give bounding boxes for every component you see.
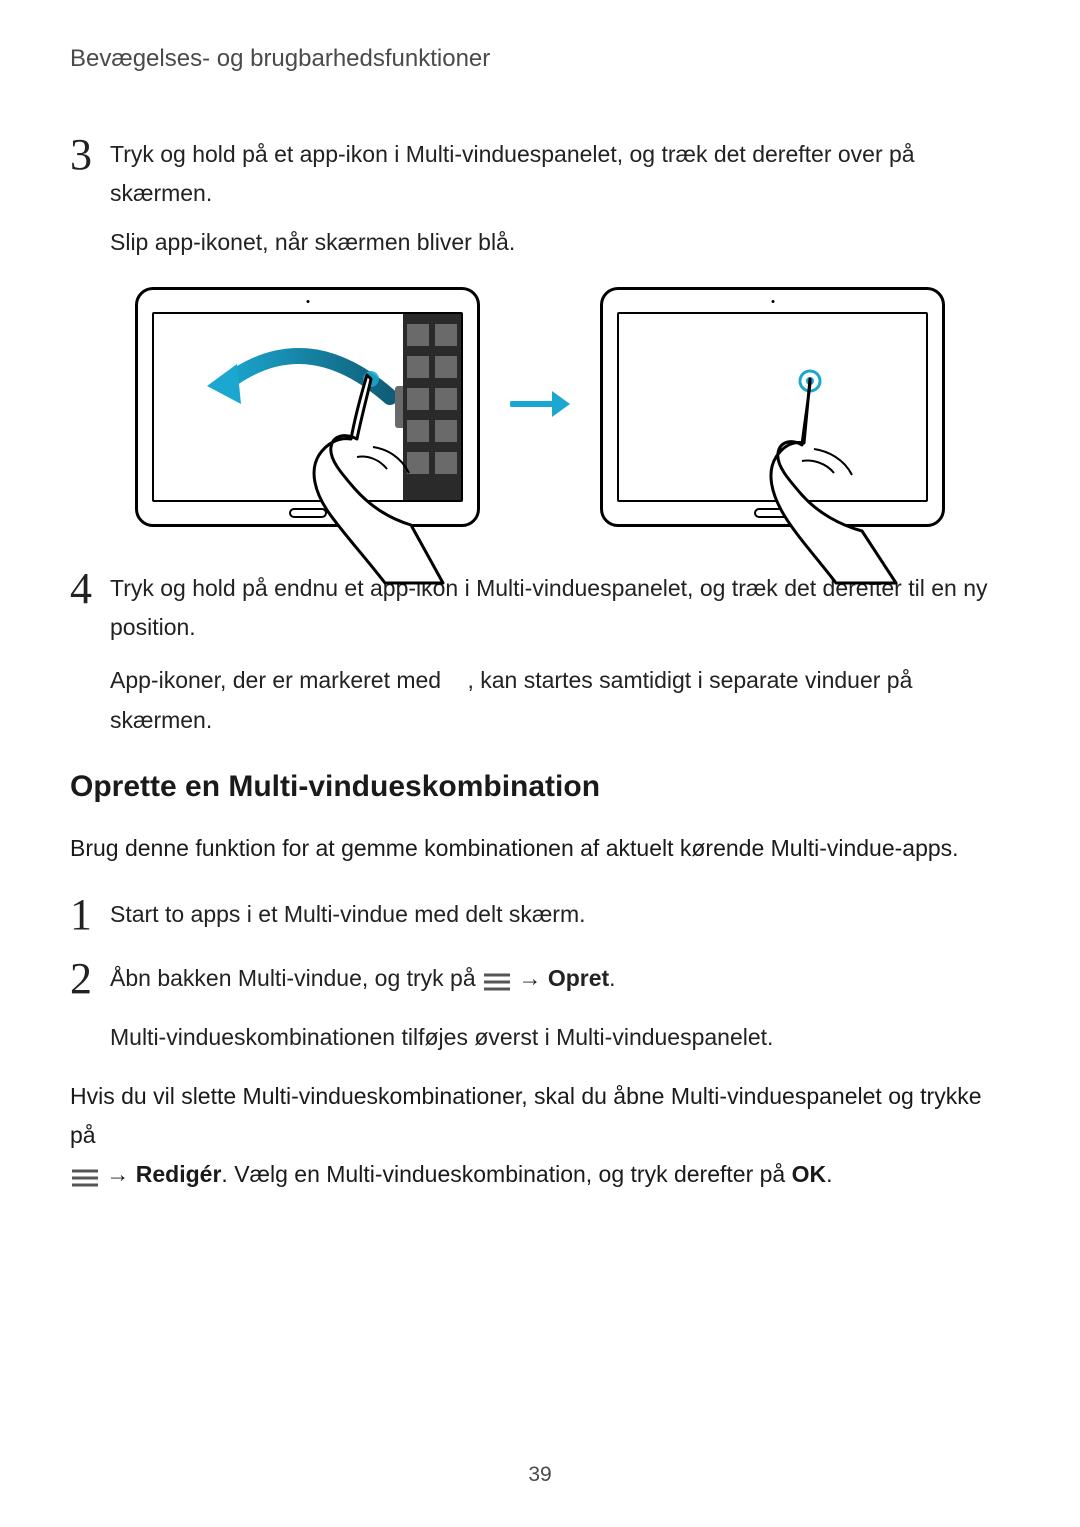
step-number: 1 bbox=[70, 893, 110, 937]
tablet-illustration bbox=[600, 287, 945, 527]
step-body: Tryk og hold på endnu et app-ikon i Mult… bbox=[110, 567, 1010, 739]
section-intro: Brug denne funktion for at gemme kombina… bbox=[70, 829, 1010, 868]
step-number: 3 bbox=[70, 133, 110, 262]
step-body: Åbn bakken Multi-vindue, og tryk på → Op… bbox=[110, 957, 1010, 1057]
step-line: Tryk og hold på et app-ikon i Multi-vind… bbox=[110, 135, 1010, 213]
tablet-screen bbox=[617, 312, 928, 502]
text-fragment: Hvis du vil slette Multi-vindueskombinat… bbox=[70, 1083, 982, 1148]
text-bold: OK bbox=[792, 1161, 827, 1187]
step-1: 1 Start to apps i et Multi-vindue med de… bbox=[70, 893, 1010, 937]
tablet-left-wrap bbox=[135, 287, 480, 527]
header-title: Bevægelses- og brugbarhedsfunktioner bbox=[70, 45, 490, 72]
tablet-home-button bbox=[289, 508, 327, 518]
multi-window-panel bbox=[403, 314, 461, 500]
tablet-home-button bbox=[754, 508, 792, 518]
panel-row bbox=[407, 420, 457, 442]
panel-row bbox=[407, 388, 457, 410]
panel-row bbox=[407, 324, 457, 346]
step-number: 4 bbox=[70, 567, 110, 739]
page-header: Bevægelses- og brugbarhedsfunktioner bbox=[70, 45, 1010, 73]
step-3: 3 Tryk og hold på et app-ikon i Multi-vi… bbox=[70, 133, 1010, 262]
step-number: 2 bbox=[70, 957, 110, 1057]
step-line: Åbn bakken Multi-vindue, og tryk på → Op… bbox=[110, 959, 1010, 1004]
step-line: Tryk og hold på endnu et app-ikon i Mult… bbox=[110, 569, 1010, 647]
step-line: Slip app-ikonet, når skærmen bliver blå. bbox=[110, 223, 1010, 262]
arrow-right-icon bbox=[510, 382, 570, 432]
panel-row bbox=[407, 356, 457, 378]
tablet-speaker bbox=[771, 300, 774, 303]
text-bold: Opret bbox=[548, 965, 609, 991]
menu-icon bbox=[482, 965, 512, 1004]
tablet-right-wrap bbox=[600, 287, 945, 527]
tablet-illustration bbox=[135, 287, 480, 527]
text-bold: Redigér bbox=[136, 1161, 222, 1187]
step-2: 2 Åbn bakken Multi-vindue, og tryk på → … bbox=[70, 957, 1010, 1057]
text-fragment: → bbox=[518, 965, 547, 991]
text-fragment: Åbn bakken Multi-vindue, og tryk på bbox=[110, 965, 482, 991]
text-fragment: App-ikoner, der er markeret med bbox=[110, 667, 447, 693]
page-number: 39 bbox=[0, 1463, 1080, 1487]
step-line: Multi-vindueskombinationen tilføjes øver… bbox=[110, 1018, 1010, 1057]
page: Bevægelses- og brugbarhedsfunktioner 3 T… bbox=[0, 0, 1080, 1527]
step-line: App-ikoner, der er markeret med , kan st… bbox=[110, 661, 1010, 739]
menu-icon bbox=[70, 1161, 100, 1200]
step-line: Start to apps i et Multi-vindue med delt… bbox=[110, 895, 1010, 934]
tablet-speaker bbox=[306, 300, 309, 303]
text-fragment: . bbox=[609, 965, 615, 991]
step-4: 4 Tryk og hold på endnu et app-ikon i Mu… bbox=[70, 567, 1010, 739]
step-body: Start to apps i et Multi-vindue med delt… bbox=[110, 893, 1010, 937]
closing-paragraph: Hvis du vil slette Multi-vindueskombinat… bbox=[70, 1077, 1010, 1200]
step-body: Tryk og hold på et app-ikon i Multi-vind… bbox=[110, 133, 1010, 262]
text-fragment: . bbox=[826, 1161, 832, 1187]
section-heading: Oprette en Multi-vindueskombination bbox=[70, 770, 1010, 804]
text-fragment: → bbox=[106, 1161, 135, 1187]
panel-row bbox=[407, 452, 457, 474]
tablet-screen bbox=[152, 312, 463, 502]
text-fragment: . Vælg en Multi-vindueskombination, og t… bbox=[221, 1161, 791, 1187]
panel-grabber bbox=[395, 386, 403, 428]
illustration-row bbox=[70, 287, 1010, 527]
